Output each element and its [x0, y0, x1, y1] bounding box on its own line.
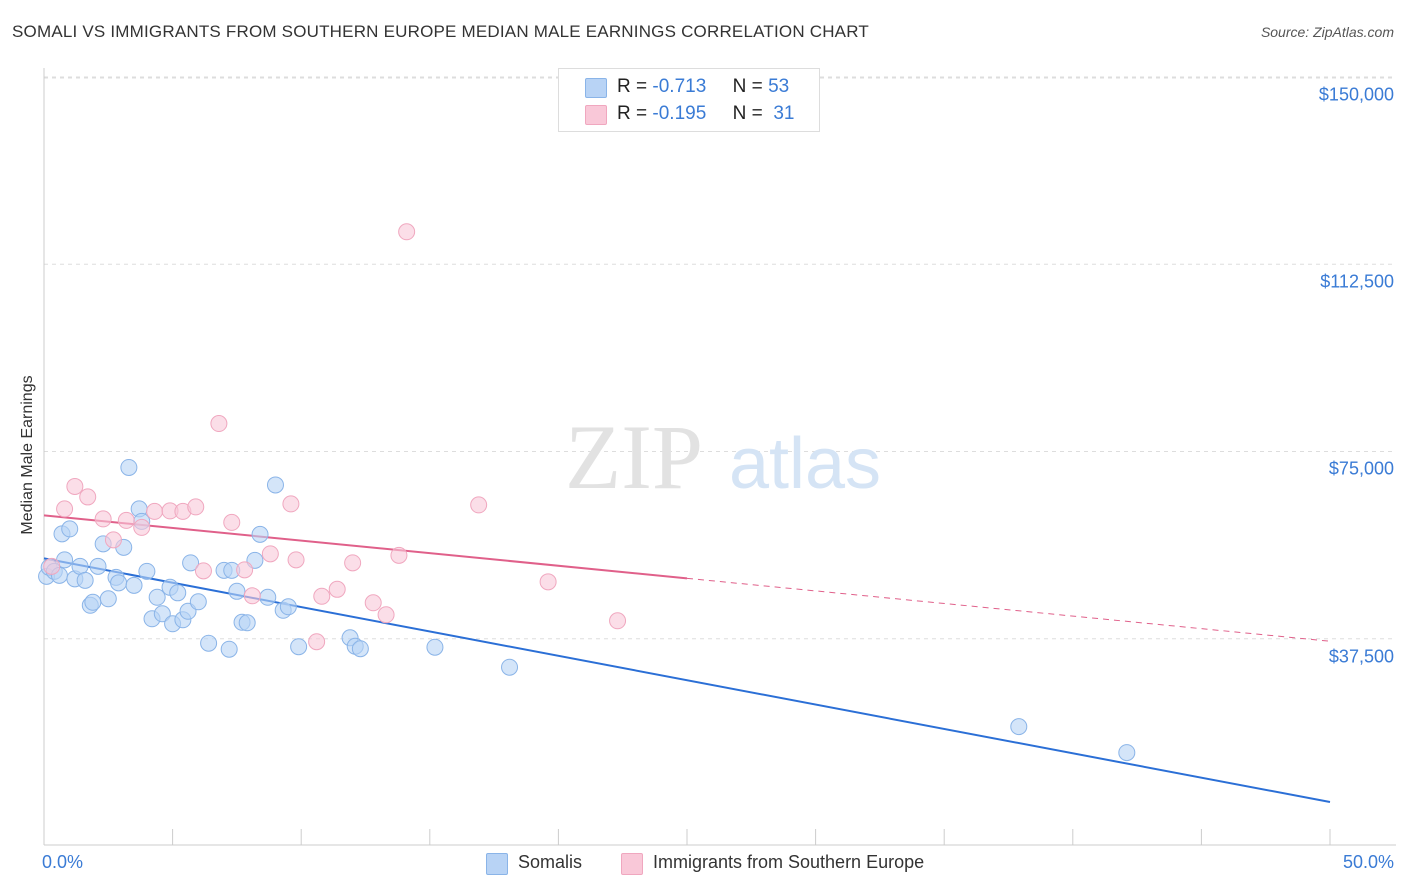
y-tick-label: $150,000	[1318, 84, 1394, 105]
somalis-point	[238, 614, 256, 632]
somalis-swatch	[585, 78, 607, 98]
somalis-point	[200, 634, 218, 652]
europe-point	[104, 531, 122, 549]
somalis-point	[182, 554, 200, 572]
europe-point	[282, 495, 300, 513]
europe-point	[43, 557, 61, 575]
somalis-point	[61, 520, 79, 538]
somalis-point	[220, 640, 238, 658]
somalis-point	[266, 476, 284, 494]
somalis-legend-label: Somalis	[518, 852, 583, 872]
somalis-point	[120, 458, 138, 476]
europe-point	[287, 551, 305, 569]
europe-point	[308, 633, 326, 651]
europe-point	[94, 510, 112, 528]
europe-point	[133, 518, 151, 536]
europe-point	[609, 612, 627, 630]
r-value: -0.713	[652, 76, 707, 97]
europe-point	[66, 477, 84, 495]
europe-point	[79, 488, 97, 506]
europe-point	[117, 511, 135, 529]
europe-point	[243, 587, 261, 605]
n-value: 31	[773, 103, 795, 124]
n-value: 53	[768, 76, 790, 97]
somalis-point	[89, 557, 107, 575]
watermark-zip: ZIP	[565, 406, 703, 508]
europe-point	[194, 562, 212, 580]
r-label: R =	[617, 76, 648, 97]
europe-point	[470, 496, 488, 514]
europe-point	[187, 498, 205, 516]
europe-point	[328, 580, 346, 598]
somalis-point	[426, 638, 444, 656]
europe-point	[539, 573, 557, 591]
somalis-point	[290, 638, 308, 656]
somalis-point	[501, 658, 519, 676]
somalis-point	[1010, 718, 1028, 736]
europe-point	[313, 587, 331, 605]
somalis-point	[76, 571, 94, 589]
somalis-point	[189, 593, 207, 611]
europe-trend-line-dashed	[686, 577, 1331, 642]
watermark: ZIP atlas	[565, 406, 881, 508]
somalis-point	[125, 576, 143, 594]
somalis-point	[148, 588, 166, 606]
chart-title: SOMALI VS IMMIGRANTS FROM SOUTHERN EUROP…	[12, 22, 869, 41]
somalis-point	[279, 598, 297, 616]
somalis-point	[228, 582, 246, 600]
somalis-point	[251, 525, 269, 543]
x-tick-label-min: 0.0%	[42, 852, 84, 872]
europe-point	[210, 415, 228, 433]
somalis-point	[259, 588, 277, 606]
x-tick-label-max: 50.0%	[1342, 852, 1394, 872]
europe-legend-label: Immigrants from Southern Europe	[653, 852, 925, 872]
somalis-point	[351, 640, 369, 658]
europe-point	[146, 502, 164, 520]
europe-point	[390, 546, 408, 564]
somalis-point	[84, 593, 102, 611]
europe-swatch	[585, 105, 607, 125]
europe-point	[364, 594, 382, 612]
stats-legend: R = -0.713 N = 53 R = -0.195 N = 31	[558, 68, 820, 132]
somalis-point	[110, 574, 128, 592]
europe-point	[398, 223, 416, 241]
r-value: -0.195	[652, 103, 707, 124]
axes	[43, 68, 1396, 846]
europe-trend-line	[43, 514, 688, 580]
somalis-point	[99, 590, 117, 608]
source-label: Source: ZipAtlas.com	[1260, 24, 1394, 40]
n-label: N =	[732, 103, 763, 124]
y-tick-label: $75,000	[1328, 458, 1394, 479]
y-tick-label: $112,500	[1320, 271, 1394, 292]
europe-point	[236, 561, 254, 579]
r-label: R =	[617, 103, 648, 124]
europe-point	[344, 554, 362, 572]
somalis-point	[138, 562, 156, 580]
somalis-legend-swatch	[486, 853, 508, 875]
somalis-point	[169, 584, 187, 602]
europe-legend-swatch	[621, 853, 643, 875]
watermark-atlas: atlas	[729, 424, 881, 504]
europe-point	[377, 606, 395, 624]
somalis-point	[1118, 744, 1136, 762]
somalis-point	[153, 605, 171, 623]
gridlines	[44, 76, 1396, 640]
europe-point	[223, 513, 241, 531]
y-axis-label: Median Male Earnings	[19, 375, 36, 535]
europe-point	[261, 545, 279, 563]
y-tick-label: $37,500	[1328, 646, 1394, 667]
trend-lines	[43, 514, 1331, 804]
europe-point	[56, 500, 74, 518]
data-points	[38, 223, 1136, 762]
n-label: N =	[732, 76, 763, 97]
